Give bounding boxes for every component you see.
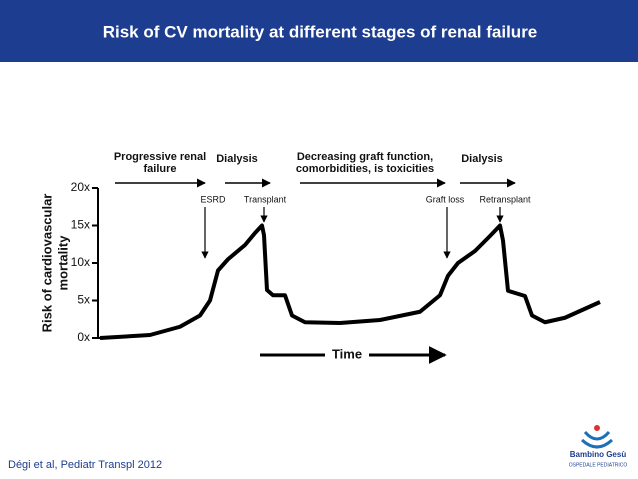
y-tick-label: 10x <box>71 255 90 269</box>
y-tick-label: 5x <box>77 293 90 307</box>
event-label: Graft loss <box>426 194 465 204</box>
y-axis-label: Risk of cardiovascular <box>39 194 54 333</box>
y-tick-label: 20x <box>71 180 90 194</box>
phase-label: failure <box>143 163 176 175</box>
time-label-bg <box>325 346 369 364</box>
event-label: ESRD <box>200 194 226 204</box>
slide-title: Risk of CV mortality at different stages… <box>103 22 538 41</box>
event-label: Retransplant <box>479 194 531 204</box>
y-tick-label: 0x <box>77 330 90 344</box>
logo-icon <box>580 430 614 449</box>
event-label: Transplant <box>244 194 287 204</box>
logo-dot <box>594 425 600 431</box>
logo: Bambino Gesù OSPEDALE PEDIATRICO <box>569 425 628 468</box>
risk-curve <box>99 223 601 340</box>
header-bar <box>0 0 638 62</box>
y-tick-label: 15x <box>71 218 90 232</box>
citation: Dégi et al, Pediatr Transpl 2012 <box>8 459 162 471</box>
phase-label: Decreasing graft function, <box>297 151 433 163</box>
phase-label: Dialysis <box>461 153 503 165</box>
logo-sub: OSPEDALE PEDIATRICO <box>569 462 628 468</box>
x-axis-label: Time <box>332 346 362 361</box>
phase-label: comorbidities, is toxicities <box>296 163 434 175</box>
y-axis-label: mortality <box>55 235 70 291</box>
phase-label: Progressive renal <box>114 151 206 163</box>
phase-label: Dialysis <box>216 153 258 165</box>
logo-name: Bambino Gesù <box>570 450 627 459</box>
